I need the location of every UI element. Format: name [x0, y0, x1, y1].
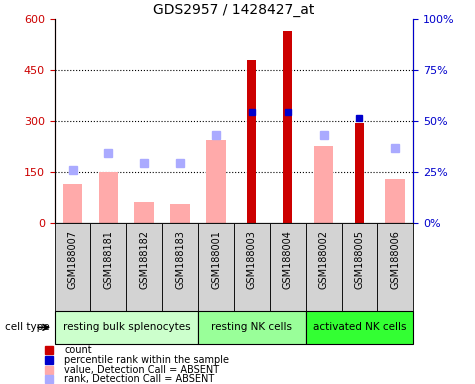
- Bar: [234, 223, 270, 311]
- Bar: [342, 223, 378, 311]
- Bar: [314, 146, 333, 223]
- Bar: [198, 223, 234, 311]
- Bar: [126, 223, 162, 311]
- Text: resting bulk splenocytes: resting bulk splenocytes: [63, 322, 190, 333]
- Text: GSM188182: GSM188182: [139, 230, 149, 289]
- Text: percentile rank within the sample: percentile rank within the sample: [64, 355, 229, 365]
- Bar: [306, 223, 342, 311]
- Text: GSM188005: GSM188005: [354, 230, 364, 289]
- Text: value, Detection Call = ABSENT: value, Detection Call = ABSENT: [64, 364, 219, 375]
- Text: cell type: cell type: [5, 322, 49, 333]
- Bar: [98, 172, 118, 223]
- Title: GDS2957 / 1428427_at: GDS2957 / 1428427_at: [153, 3, 314, 17]
- Text: GSM188004: GSM188004: [283, 230, 293, 289]
- Text: rank, Detection Call = ABSENT: rank, Detection Call = ABSENT: [64, 374, 214, 384]
- Text: GSM188002: GSM188002: [319, 230, 329, 289]
- Text: GSM188001: GSM188001: [211, 230, 221, 289]
- Bar: [198, 311, 306, 344]
- Bar: [206, 140, 226, 223]
- Bar: [162, 223, 198, 311]
- Text: activated NK cells: activated NK cells: [313, 322, 406, 333]
- Bar: [385, 179, 405, 223]
- Text: GSM188007: GSM188007: [67, 230, 77, 289]
- Text: GSM188181: GSM188181: [104, 230, 114, 289]
- Bar: [306, 311, 413, 344]
- Bar: [91, 223, 126, 311]
- Bar: [378, 223, 413, 311]
- Text: GSM188183: GSM188183: [175, 230, 185, 289]
- Bar: [270, 223, 306, 311]
- Bar: [247, 60, 257, 223]
- Bar: [134, 202, 154, 223]
- Bar: [170, 204, 190, 223]
- Bar: [63, 184, 83, 223]
- Bar: [355, 122, 364, 223]
- Bar: [283, 31, 292, 223]
- Text: resting NK cells: resting NK cells: [211, 322, 293, 333]
- Bar: [55, 311, 198, 344]
- Bar: [55, 223, 91, 311]
- Text: GSM188006: GSM188006: [390, 230, 400, 289]
- Text: count: count: [64, 345, 92, 356]
- Text: GSM188003: GSM188003: [247, 230, 257, 289]
